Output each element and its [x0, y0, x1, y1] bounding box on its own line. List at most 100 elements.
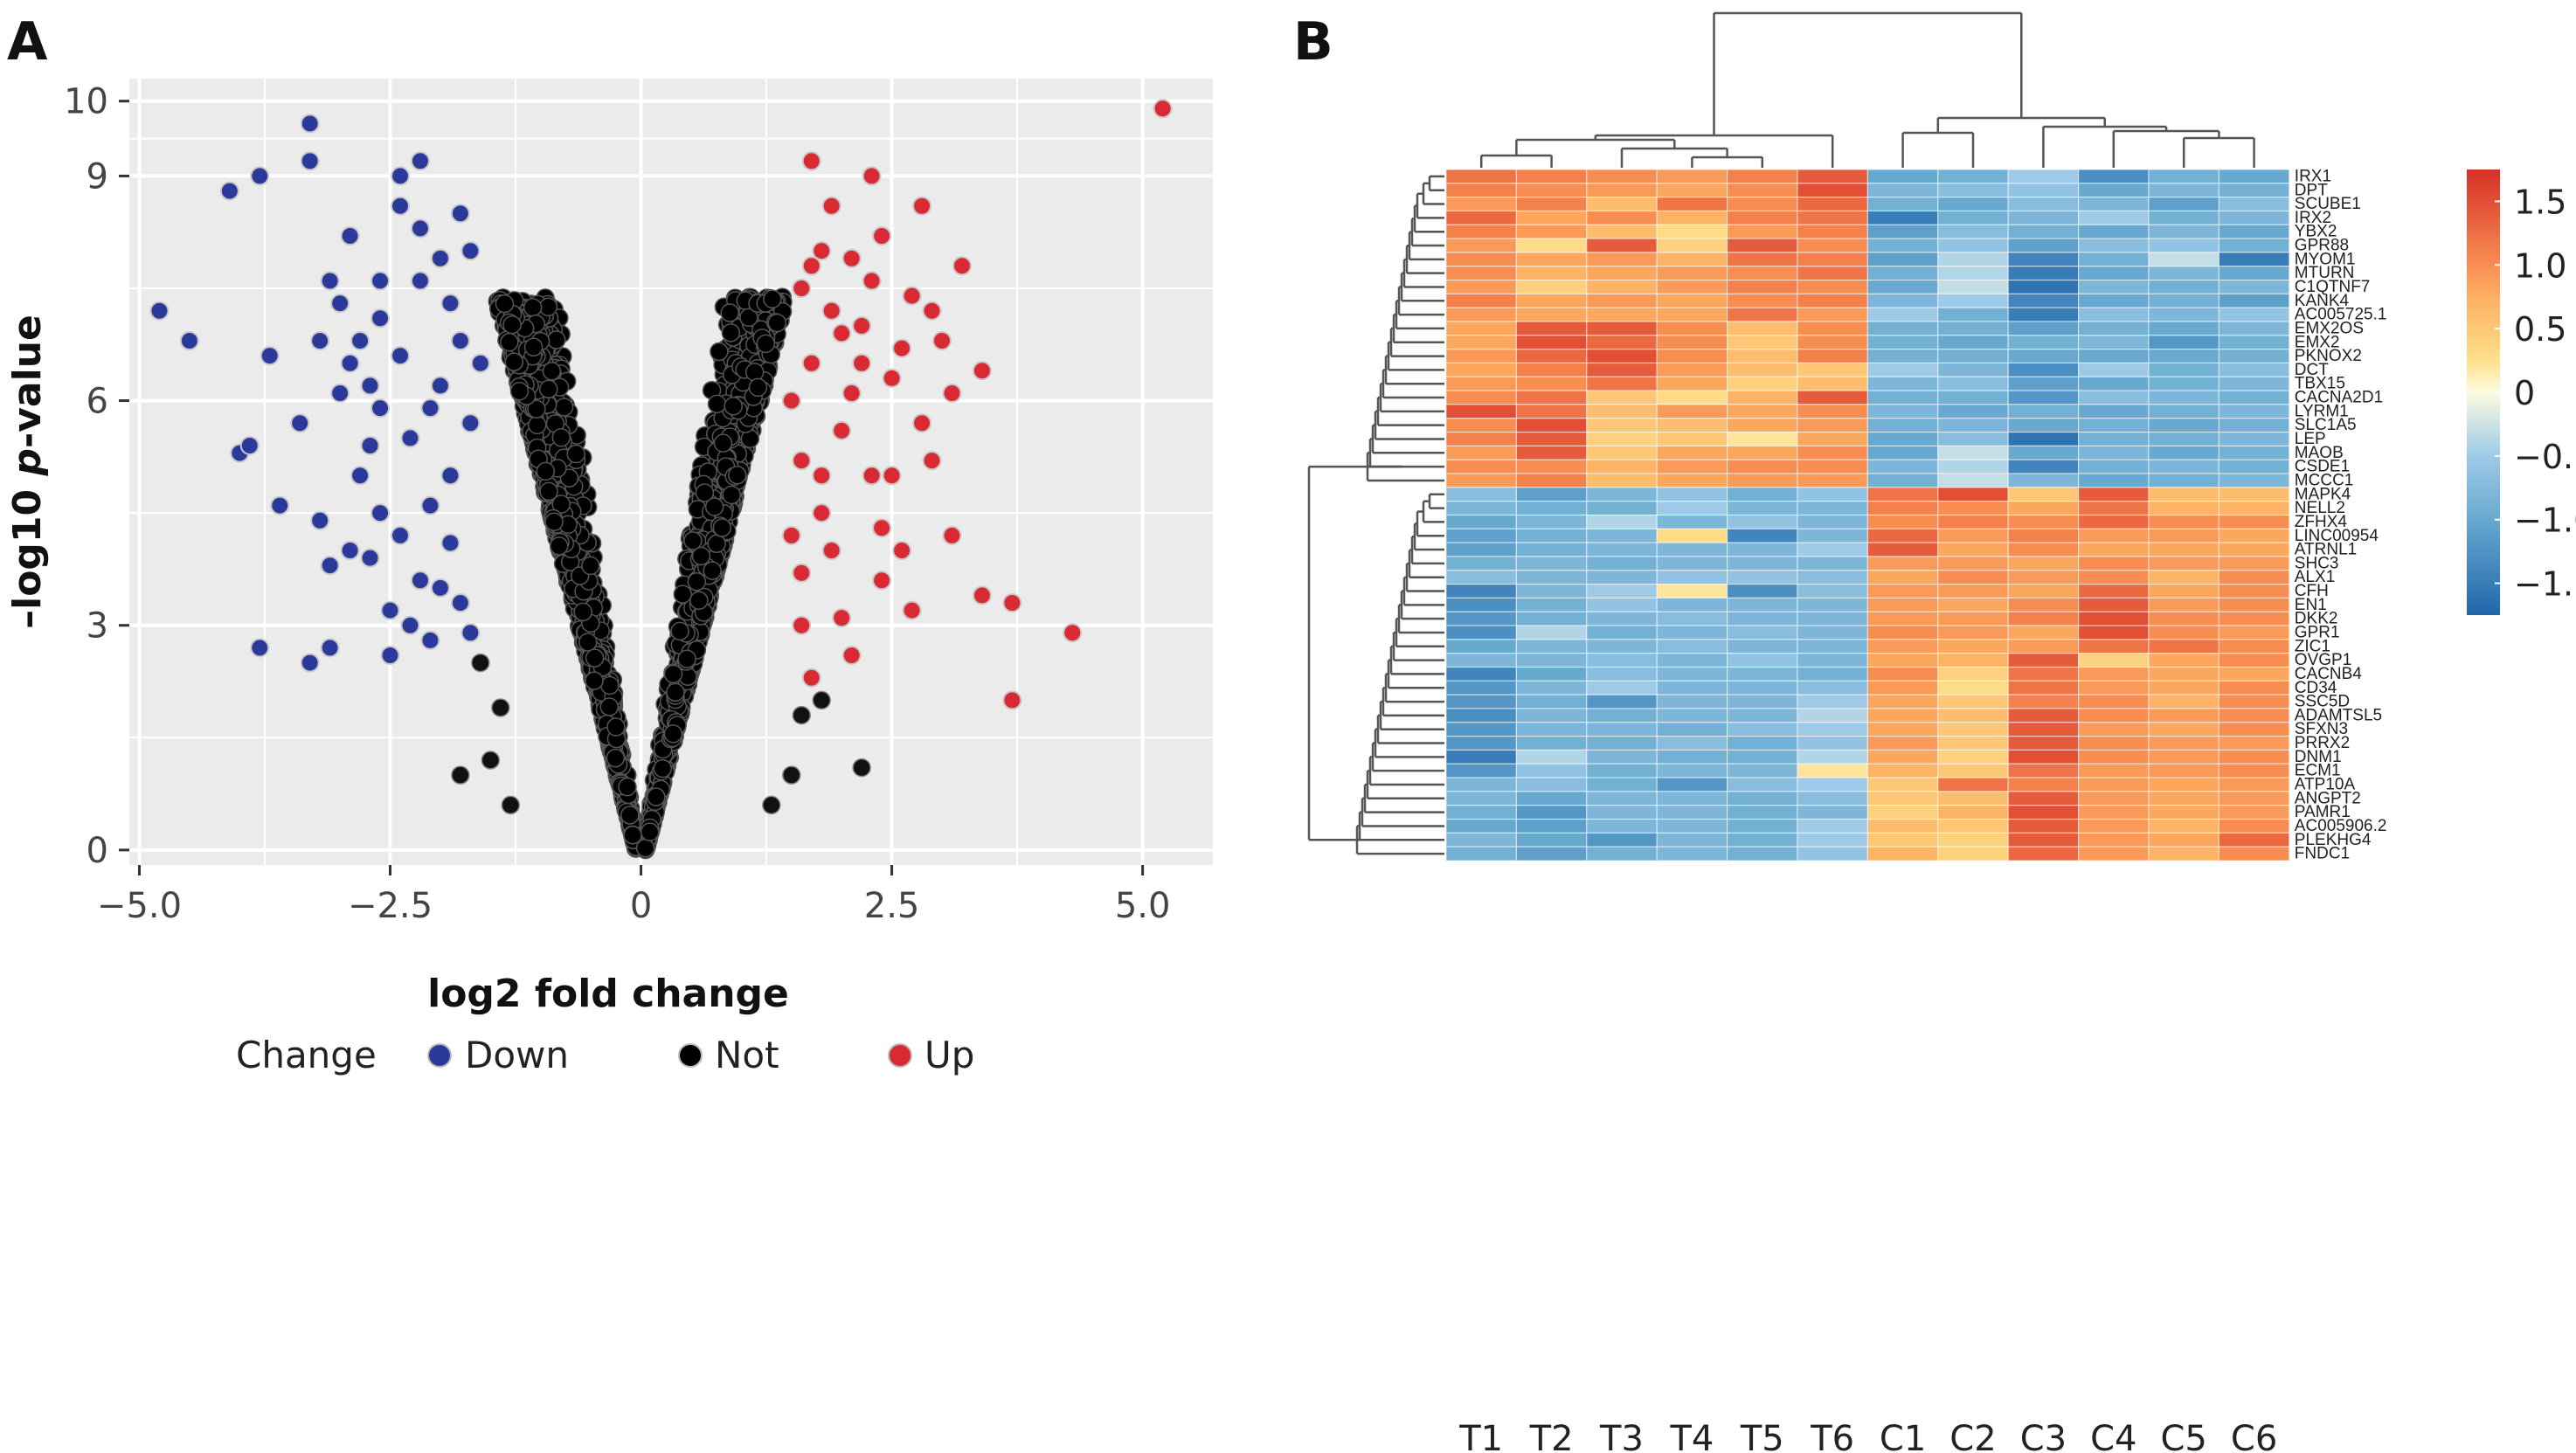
y-axis-label-prefix: –log10 — [5, 476, 50, 629]
row-label: PKNOX2 — [2295, 347, 2362, 365]
point-not — [677, 649, 696, 668]
heatmap-cell — [1515, 252, 1588, 267]
heatmap-cell — [1866, 224, 1939, 239]
heatmap-cell — [1937, 542, 2009, 557]
point-up — [892, 338, 912, 358]
heatmap-cell — [2218, 514, 2290, 529]
row-label: PAMR1 — [2295, 803, 2351, 821]
heatmap-cell — [1515, 791, 1588, 806]
point-not — [491, 698, 510, 717]
heatmap-cell — [1656, 293, 1728, 308]
heatmap-cell — [1445, 224, 1518, 239]
heatmap-cell — [1937, 653, 2009, 668]
heatmap-cell — [2218, 473, 2290, 488]
heatmap-cell — [1937, 611, 2009, 626]
heatmap-cell — [1445, 404, 1518, 419]
heatmap-cell — [2078, 224, 2150, 239]
row-label: LEP — [2295, 430, 2326, 448]
heatmap-cell — [1726, 570, 1798, 585]
heatmap-cell — [2007, 252, 2080, 267]
color-bar-tick-label: −1.5 — [2514, 565, 2576, 604]
heatmap-cell — [1656, 708, 1728, 723]
heatmap-cell — [1866, 197, 1939, 212]
point-down — [350, 331, 370, 350]
heatmap-cell — [1866, 335, 1939, 350]
heatmap-cell — [1866, 349, 1939, 364]
heatmap-cell — [1937, 473, 2009, 488]
heatmap-cell — [1445, 763, 1518, 778]
heatmap-cell — [1866, 736, 1939, 751]
row-label: CFH — [2295, 582, 2329, 600]
heatmap-cell — [2218, 777, 2290, 792]
heatmap-cell — [2007, 514, 2080, 529]
heatmap-cells — [1445, 169, 2290, 861]
heatmap-cell — [1797, 639, 1869, 654]
heatmap-cell — [1866, 321, 1939, 336]
heatmap-cell — [1937, 210, 2009, 225]
point-not — [542, 362, 562, 381]
heatmap-cell — [1866, 238, 1939, 253]
heatmap-cell — [2078, 487, 2150, 502]
heatmap-cell — [2218, 487, 2290, 502]
heatmap-cell — [2078, 404, 2150, 419]
heatmap-cell — [2078, 570, 2150, 585]
row-label: FNDC1 — [2295, 845, 2350, 863]
point-up — [792, 279, 812, 298]
heatmap-cell — [1726, 666, 1798, 682]
heatmap-cell — [2148, 459, 2220, 474]
heatmap-cell — [1937, 763, 2009, 778]
heatmap-cell — [2007, 279, 2080, 294]
heatmap-cell — [1656, 749, 1728, 765]
heatmap-cell — [1937, 514, 2009, 529]
volcano-not-points — [451, 287, 871, 860]
heatmap-cell — [1866, 597, 1939, 612]
heatmap-cell — [2007, 611, 2080, 626]
heatmap-cell — [2218, 832, 2290, 848]
point-down — [300, 151, 320, 171]
point-not — [653, 758, 673, 778]
row-label: MAOB — [2295, 444, 2344, 462]
heatmap-cell — [2078, 459, 2150, 474]
heatmap-cell — [2078, 708, 2150, 723]
heatmap-cell — [2007, 791, 2080, 806]
heatmap-cell — [1797, 611, 1869, 626]
point-down — [260, 346, 280, 366]
row-label: EMX2 — [2295, 333, 2340, 351]
heatmap-cell — [2007, 183, 2080, 198]
heatmap-cell — [1866, 542, 1939, 557]
heatmap-cell — [1797, 404, 1869, 419]
heatmap-cell — [1515, 321, 1588, 336]
point-not — [663, 724, 683, 744]
point-up — [882, 368, 902, 388]
point-up — [862, 271, 882, 291]
heatmap-cell — [2218, 293, 2290, 308]
heatmap-cell — [2218, 694, 2290, 709]
point-down — [290, 413, 310, 433]
heatmap-cell — [2007, 349, 2080, 364]
point-down — [430, 376, 450, 396]
column-label: T4 — [1669, 1419, 1714, 1453]
row-label: ALX1 — [2295, 568, 2335, 586]
heatmap-cell — [2148, 542, 2220, 557]
heatmap-cell — [1797, 473, 1869, 488]
heatmap-cell — [2007, 722, 2080, 737]
heatmap-cell — [2218, 390, 2290, 405]
heatmap-cell — [1586, 542, 1658, 557]
heatmap-cell — [1656, 832, 1728, 848]
heatmap-cell — [2218, 404, 2290, 419]
heatmap-cell — [2007, 556, 2080, 571]
heatmap-cell — [1866, 653, 1939, 668]
x-tick-label: 0 — [630, 886, 652, 926]
heatmap-cell — [1586, 293, 1658, 308]
heatmap-cell — [1445, 169, 1518, 184]
point-not — [727, 466, 747, 485]
heatmap-cell — [1937, 639, 2009, 654]
heatmap-cell — [2218, 639, 2290, 654]
heatmap-cell — [1797, 791, 1869, 806]
color-bar-tick-label: −0.5 — [2514, 438, 2576, 476]
point-up — [922, 451, 942, 471]
heatmap-cell — [1937, 183, 2009, 198]
heatmap-cell — [1656, 791, 1728, 806]
heatmap-cell — [2148, 404, 2220, 419]
